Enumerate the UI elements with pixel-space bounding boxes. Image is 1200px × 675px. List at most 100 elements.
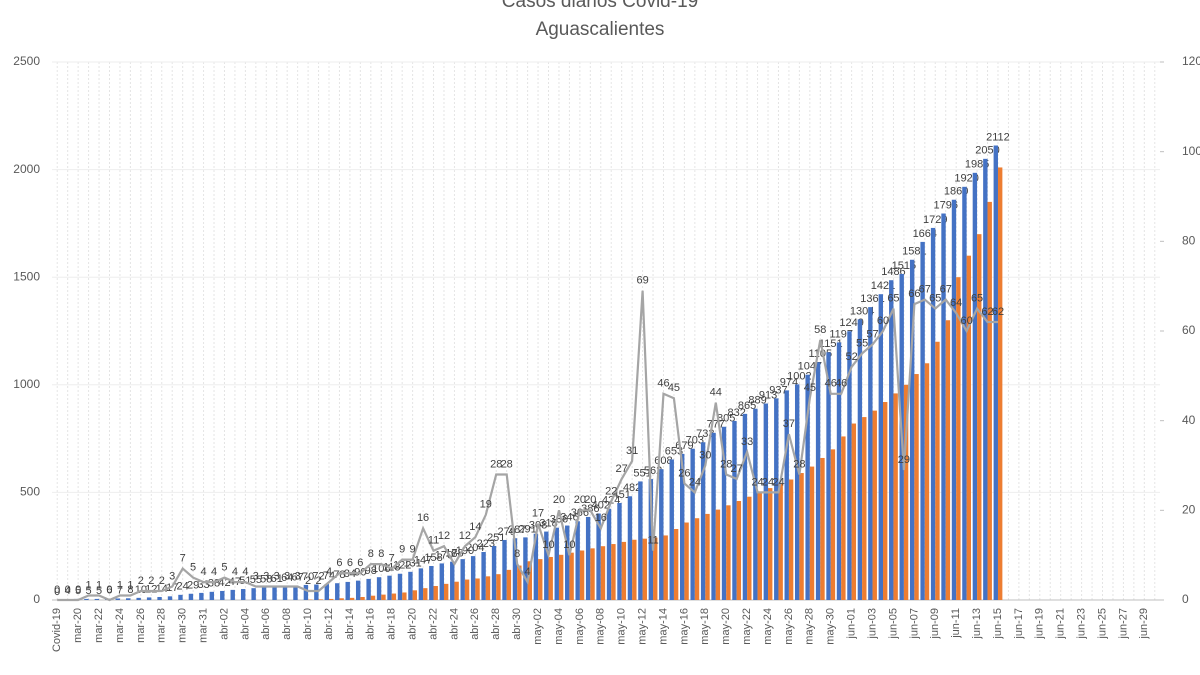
x-tick-label: may-06: [574, 608, 586, 645]
value-label: 386: [581, 503, 599, 515]
bar: [335, 583, 340, 600]
y2-tick-label: 100: [1182, 144, 1200, 158]
value-label: 58: [260, 573, 272, 585]
bar: [962, 186, 967, 601]
value-label: 61: [271, 573, 283, 585]
line-value-label: 1: [96, 579, 102, 591]
bar: [742, 413, 748, 600]
x-tick-label: abr-18: [386, 608, 398, 640]
x-tick-label: jun-27: [1117, 608, 1129, 640]
bar: [889, 280, 894, 600]
line-value-label: 65: [971, 292, 983, 304]
line-value-label: 11: [647, 535, 658, 547]
x-tick-label: mar-28: [156, 608, 168, 643]
value-label: 29: [187, 580, 199, 592]
value-label: 0: [54, 586, 60, 598]
line-value-label: 10: [563, 539, 575, 551]
line: [57, 290, 998, 602]
value-label: 204: [466, 542, 484, 554]
line-value-label: 69: [636, 275, 648, 287]
value-label: 805: [717, 413, 735, 425]
bar: [402, 592, 407, 600]
x-tick-label: may-14: [657, 608, 669, 645]
bar: [481, 552, 486, 600]
x-tick-label: mar-30: [177, 608, 189, 643]
chart-subtitle: Aguascalientes: [536, 19, 665, 40]
bar: [883, 402, 888, 600]
x-tick-label: may-30: [825, 608, 837, 645]
line-value-label: 46: [835, 378, 847, 390]
line-value-label: 55: [856, 337, 868, 349]
bar: [924, 363, 930, 600]
value-label: 346: [560, 511, 578, 523]
x-tick-label: jun-03: [866, 608, 878, 640]
line-value-label: 26: [678, 467, 690, 479]
line-value-label: 2: [315, 575, 321, 587]
x-tick-label: jun-29: [1138, 608, 1150, 640]
line-value-label: 0: [75, 584, 81, 596]
line-value-label: 0: [106, 584, 112, 596]
bar: [433, 586, 438, 600]
bar: [517, 565, 522, 600]
bar: [784, 390, 789, 600]
bar: [303, 584, 309, 600]
line-value-label: 52: [846, 351, 858, 363]
bar: [199, 592, 204, 600]
bar: [429, 565, 434, 600]
bar: [768, 488, 773, 600]
line-value-label: 28: [490, 458, 502, 470]
bar: [815, 362, 821, 600]
bar: [282, 586, 288, 600]
value-label: 70: [302, 571, 314, 583]
line-value-label: 4: [242, 566, 248, 578]
bar: [209, 591, 215, 600]
value-label: 937: [769, 384, 787, 396]
value-label: 832: [727, 407, 745, 419]
x-tick-label: abr-04: [239, 608, 251, 640]
bar: [318, 599, 323, 600]
x-tick-label: jun-15: [992, 608, 1004, 640]
line-value-label: 1: [86, 579, 92, 591]
value-label: 653: [665, 445, 683, 457]
bar: [941, 213, 946, 600]
y-tick-label: 1000: [13, 377, 40, 391]
line-value-label: 46: [825, 378, 837, 390]
line-value-label: 4: [326, 566, 332, 578]
x-tick-label: mar-26: [135, 608, 147, 643]
bar: [736, 501, 742, 600]
value-label: 147: [414, 554, 432, 566]
bar: [418, 568, 424, 600]
x-tick-label: abr-24: [448, 608, 460, 640]
bar: [715, 509, 721, 600]
bar: [136, 597, 141, 600]
y2-tick-label: 80: [1182, 234, 1196, 248]
bar: [694, 518, 700, 600]
value-label: 2112: [986, 131, 1010, 143]
bar: [826, 352, 831, 600]
bar: [251, 588, 256, 600]
value-label: 402: [592, 499, 610, 511]
line-value-label: 30: [699, 449, 711, 461]
line-value-label: 3: [253, 570, 259, 582]
bar: [820, 457, 825, 600]
bar: [496, 574, 501, 600]
bar: [987, 201, 992, 600]
line-value-label: 8: [378, 548, 384, 560]
bar: [893, 393, 898, 600]
line-value-label: 19: [480, 499, 492, 511]
x-tick-label: may-02: [532, 608, 544, 645]
bar: [470, 556, 476, 600]
x-tick-label: abr-14: [344, 608, 356, 640]
value-label: 4: [65, 585, 71, 597]
bar: [538, 559, 543, 600]
x-tick-label: jun-13: [971, 608, 983, 640]
line-value-label: 62: [981, 306, 993, 318]
bar: [220, 590, 225, 600]
line-value-label: 60: [960, 315, 972, 327]
bar: [575, 521, 580, 600]
bar: [366, 578, 371, 600]
line-value-label: 10: [542, 539, 554, 551]
line-value-label: 65: [929, 292, 941, 304]
line-value-label: 12: [438, 530, 450, 542]
bar: [502, 539, 507, 600]
